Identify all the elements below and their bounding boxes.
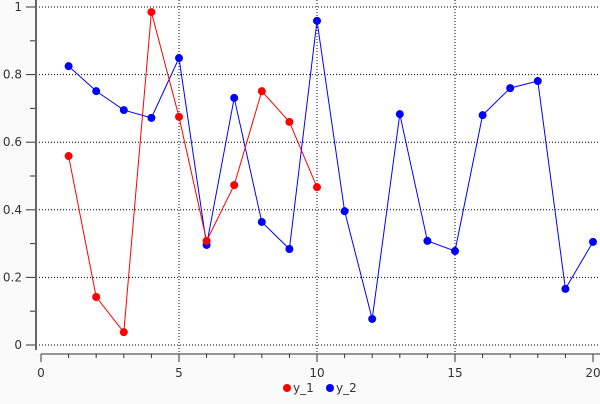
data-point-y_1 bbox=[92, 293, 101, 302]
data-point-y_2 bbox=[506, 84, 515, 93]
data-point-y_2 bbox=[313, 16, 321, 25]
y-tick-label: 0.6 bbox=[3, 135, 22, 149]
data-point-y_1 bbox=[202, 236, 211, 245]
data-point-y_2 bbox=[230, 93, 239, 102]
data-point-y_2 bbox=[423, 236, 432, 245]
legend-marker-y_2 bbox=[326, 384, 334, 392]
data-point-y_1 bbox=[257, 87, 266, 96]
data-point-y_2 bbox=[257, 217, 266, 226]
data-point-y_2 bbox=[175, 54, 183, 63]
data-point-y_2 bbox=[589, 237, 597, 246]
y-tick-label: 0.2 bbox=[3, 270, 22, 284]
data-point-y_2 bbox=[285, 245, 294, 254]
legend-label-y_2: y_2 bbox=[336, 381, 357, 395]
data-point-y_2 bbox=[533, 77, 542, 86]
data-point-y_2 bbox=[64, 62, 73, 71]
data-point-y_2 bbox=[451, 247, 459, 256]
x-tick-label: 20 bbox=[585, 366, 600, 380]
data-point-y_1 bbox=[285, 117, 294, 126]
plot-area bbox=[36, 0, 600, 353]
series-line-y_2 bbox=[68, 20, 594, 320]
x-tick-label: 10 bbox=[309, 366, 324, 380]
legend-label-y_1: y_1 bbox=[293, 381, 314, 395]
data-point-y_2 bbox=[147, 113, 156, 122]
data-point-y_2 bbox=[119, 106, 128, 115]
data-point-y_1 bbox=[64, 152, 73, 161]
legend-marker-y_1 bbox=[283, 384, 291, 392]
series-line-y_1 bbox=[68, 11, 318, 334]
data-point-y_1 bbox=[313, 183, 321, 192]
y-tick-label: 0.8 bbox=[3, 68, 22, 82]
y-tick-label: 0 bbox=[14, 338, 22, 352]
x-tick-label: 15 bbox=[447, 366, 462, 380]
data-point-y_2 bbox=[368, 314, 377, 323]
data-point-y_2 bbox=[561, 284, 570, 293]
data-point-y_2 bbox=[395, 110, 404, 119]
data-point-y_1 bbox=[147, 8, 156, 17]
x-tick-label: 5 bbox=[175, 366, 183, 380]
data-point-y_1 bbox=[119, 328, 128, 337]
data-point-y_1 bbox=[230, 181, 239, 190]
data-point-y_2 bbox=[340, 207, 349, 216]
y-tick-label: 0.4 bbox=[3, 203, 22, 217]
y-tick-label: 1 bbox=[14, 0, 22, 14]
x-tick-label: 0 bbox=[37, 366, 45, 380]
data-point-y_2 bbox=[478, 111, 487, 120]
data-point-y_1 bbox=[175, 112, 183, 121]
data-point-y_2 bbox=[92, 87, 101, 96]
